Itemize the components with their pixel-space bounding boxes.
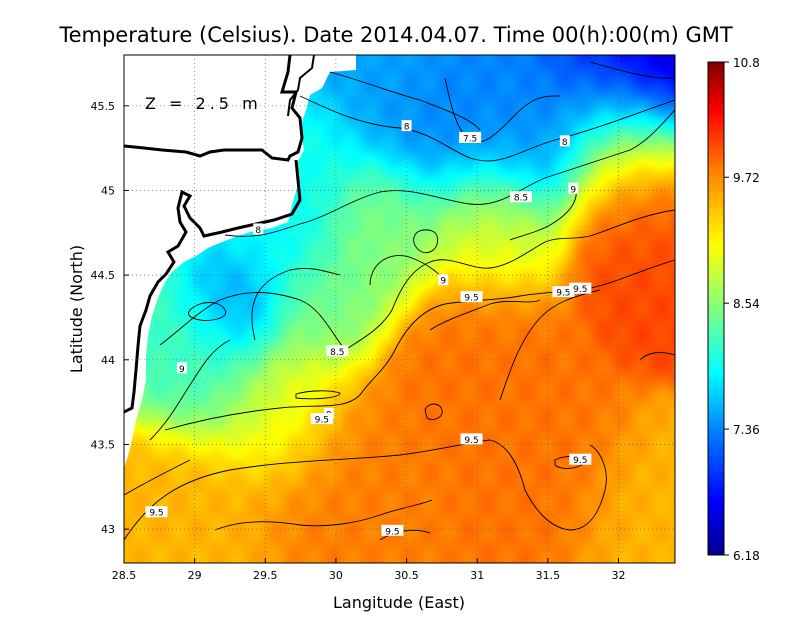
y-tick-label: 44.5: [91, 269, 116, 282]
contour-label-bg: [460, 291, 483, 303]
chart-title: Temperature (Celsius). Date 2014.04.07. …: [58, 23, 733, 47]
colorbar-tick-label: 7.36: [733, 423, 760, 437]
y-tick-label: 45: [101, 184, 115, 197]
colorbar-tick-label: 10.8: [733, 56, 760, 70]
colorbar-tick-label: 6.18: [733, 549, 760, 563]
y-tick-label: 44: [101, 354, 115, 367]
contour-label: 8.5: [330, 348, 344, 358]
contour-label-bg: [310, 413, 333, 425]
contour-label-bg: [253, 223, 264, 235]
x-tick-label: 29: [188, 569, 202, 582]
contour-label: 9: [440, 277, 446, 287]
contour-label: 8: [404, 123, 410, 133]
x-axis-title: Langitude (East): [333, 593, 465, 612]
plot-area: 87.5898.5899.59.59.58.5999.59.59.59.59.5…: [123, 54, 676, 564]
contour-label-bg: [401, 120, 412, 132]
contour-label-bg: [438, 274, 449, 286]
contour-label-bg: [552, 286, 575, 298]
colorbar-tick-label: 9.72: [733, 171, 760, 185]
y-axis-ticks: 43 43.5 44 44.5 45 45.5: [91, 100, 129, 536]
contour-label: 9: [179, 365, 185, 375]
colorbar-gradient: [707, 61, 725, 556]
x-tick-label: 31: [470, 569, 484, 582]
y-tick-label: 45.5: [91, 100, 116, 113]
contour-label-bg: [569, 282, 592, 294]
x-tick-label: 30.5: [394, 569, 419, 582]
contour-label-bg: [568, 182, 579, 194]
y-axis-title: Latitude (North): [67, 245, 86, 373]
x-tick-label: 28.5: [112, 569, 137, 582]
colorbar: 10.8 9.72 8.54 7.36 6.18: [707, 56, 760, 563]
x-tick-label: 30: [329, 569, 343, 582]
contour-label: 8: [255, 226, 261, 236]
coastline: [124, 55, 304, 162]
contour-label: 9: [570, 185, 576, 195]
contour-label: 9.5: [149, 509, 163, 519]
contour-label-bg: [326, 345, 349, 357]
colorbar-ticks: 10.8 9.72 8.54 7.36 6.18: [724, 56, 760, 563]
coastline-south: [124, 159, 302, 414]
contour-label-bg: [459, 131, 482, 143]
contour-label-bg: [145, 506, 168, 518]
y-tick-label: 43: [101, 523, 115, 536]
contour-label: 9.5: [464, 436, 478, 446]
contour-label: 9.5: [573, 285, 587, 295]
contour-label: 8.5: [514, 194, 528, 204]
contour-label-bg: [559, 135, 570, 147]
coastline-north-loop: [287, 55, 315, 117]
contour-label: 9.5: [573, 456, 587, 466]
contour-label: 8: [562, 138, 568, 148]
contour-label-bg: [460, 433, 483, 445]
contour-label: 9.5: [556, 289, 570, 299]
y-tick-label: 43.5: [91, 438, 116, 451]
plot-frame: [123, 54, 676, 564]
contour-label-bg: [176, 362, 187, 374]
depth-label: Z = 2.5 m: [145, 94, 262, 113]
x-axis-ticks: 28.5 29 29.5 30 30.5 31 31.5 32: [112, 558, 625, 582]
contour-label-bg: [569, 453, 592, 465]
contour-label: 9.5: [464, 294, 478, 304]
x-tick-label: 29.5: [253, 569, 278, 582]
contour-label: 9.5: [385, 527, 399, 537]
contour-label: 9.5: [315, 416, 329, 426]
contour-lines: [124, 61, 675, 541]
contour-label-bg: [510, 191, 533, 203]
land-mask: [124, 55, 356, 468]
contour-label: 7.5: [463, 134, 477, 144]
contour-label-bg: [381, 524, 404, 536]
x-tick-label: 31.5: [536, 569, 561, 582]
x-tick-label: 32: [611, 569, 625, 582]
colorbar-tick-label: 8.54: [733, 297, 760, 311]
